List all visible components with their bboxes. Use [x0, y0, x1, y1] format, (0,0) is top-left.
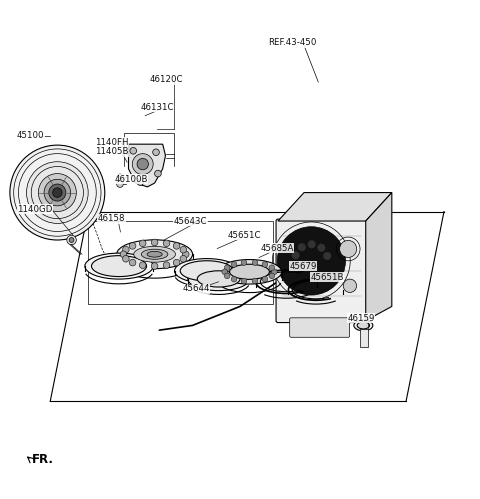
Circle shape: [252, 278, 258, 284]
Circle shape: [182, 251, 189, 257]
Circle shape: [224, 265, 230, 270]
Circle shape: [231, 261, 237, 267]
Bar: [360, 329, 368, 347]
Text: 46120C: 46120C: [150, 75, 183, 84]
Circle shape: [271, 269, 277, 274]
Circle shape: [222, 269, 228, 274]
Text: 45100: 45100: [17, 131, 45, 140]
Circle shape: [252, 260, 258, 265]
Circle shape: [180, 247, 187, 253]
Circle shape: [49, 184, 66, 201]
Circle shape: [151, 263, 158, 269]
Text: 45651C: 45651C: [228, 231, 261, 240]
Polygon shape: [129, 144, 166, 187]
Circle shape: [120, 251, 127, 257]
Circle shape: [139, 262, 146, 268]
Polygon shape: [366, 193, 392, 321]
Ellipse shape: [180, 261, 233, 281]
Circle shape: [269, 265, 275, 270]
Ellipse shape: [147, 251, 162, 257]
Circle shape: [343, 279, 357, 292]
Circle shape: [224, 273, 230, 279]
Text: 45644: 45644: [182, 284, 210, 293]
FancyBboxPatch shape: [276, 219, 368, 322]
Circle shape: [44, 179, 71, 206]
Text: 45643C: 45643C: [174, 217, 207, 226]
Circle shape: [269, 273, 275, 279]
Text: 45685A: 45685A: [261, 244, 294, 252]
Circle shape: [53, 188, 62, 197]
Circle shape: [231, 276, 237, 282]
Text: 46131C: 46131C: [140, 103, 174, 112]
Ellipse shape: [175, 258, 239, 283]
Circle shape: [38, 174, 76, 212]
Circle shape: [292, 251, 300, 259]
Ellipse shape: [141, 249, 168, 259]
Ellipse shape: [229, 264, 269, 279]
Ellipse shape: [197, 271, 240, 287]
Text: FR.: FR.: [32, 453, 54, 466]
Circle shape: [340, 241, 357, 257]
Circle shape: [173, 243, 180, 249]
Circle shape: [26, 162, 88, 224]
Polygon shape: [278, 193, 392, 221]
Circle shape: [155, 170, 161, 177]
Circle shape: [117, 181, 123, 187]
Circle shape: [122, 255, 129, 262]
Ellipse shape: [357, 322, 370, 329]
Ellipse shape: [188, 267, 250, 290]
Circle shape: [132, 154, 153, 175]
Ellipse shape: [85, 253, 153, 279]
Ellipse shape: [134, 247, 176, 262]
Circle shape: [129, 243, 136, 249]
Circle shape: [67, 235, 76, 245]
Text: 1140GD: 1140GD: [17, 205, 52, 214]
Circle shape: [129, 259, 136, 266]
Circle shape: [10, 145, 105, 240]
Circle shape: [139, 240, 146, 247]
Circle shape: [137, 179, 144, 186]
Circle shape: [163, 240, 170, 247]
Circle shape: [163, 262, 170, 268]
Ellipse shape: [117, 240, 192, 268]
Text: 45679: 45679: [289, 261, 317, 270]
Ellipse shape: [354, 320, 373, 331]
Text: 11405B: 11405B: [96, 147, 129, 156]
Ellipse shape: [217, 259, 282, 284]
Circle shape: [317, 244, 325, 251]
Circle shape: [153, 149, 159, 156]
Circle shape: [180, 255, 187, 262]
Circle shape: [324, 252, 331, 260]
Text: 46158: 46158: [97, 214, 125, 223]
FancyBboxPatch shape: [290, 318, 349, 337]
Circle shape: [277, 227, 346, 295]
Circle shape: [173, 259, 180, 266]
Circle shape: [117, 174, 123, 181]
Ellipse shape: [92, 255, 146, 276]
Circle shape: [241, 278, 247, 284]
Circle shape: [130, 148, 137, 154]
Circle shape: [151, 239, 158, 246]
Text: REF.43-450: REF.43-450: [268, 38, 317, 47]
Circle shape: [137, 158, 148, 170]
Circle shape: [262, 261, 268, 267]
Text: 1140FH: 1140FH: [96, 138, 129, 147]
Circle shape: [308, 241, 315, 248]
Text: 45651B: 45651B: [310, 272, 344, 281]
Bar: [88, 221, 273, 304]
Text: 46159: 46159: [347, 314, 374, 323]
Circle shape: [122, 247, 129, 253]
Circle shape: [298, 244, 306, 251]
Text: 46100B: 46100B: [114, 175, 148, 184]
Circle shape: [262, 276, 268, 282]
Circle shape: [69, 238, 74, 243]
Circle shape: [241, 260, 247, 265]
